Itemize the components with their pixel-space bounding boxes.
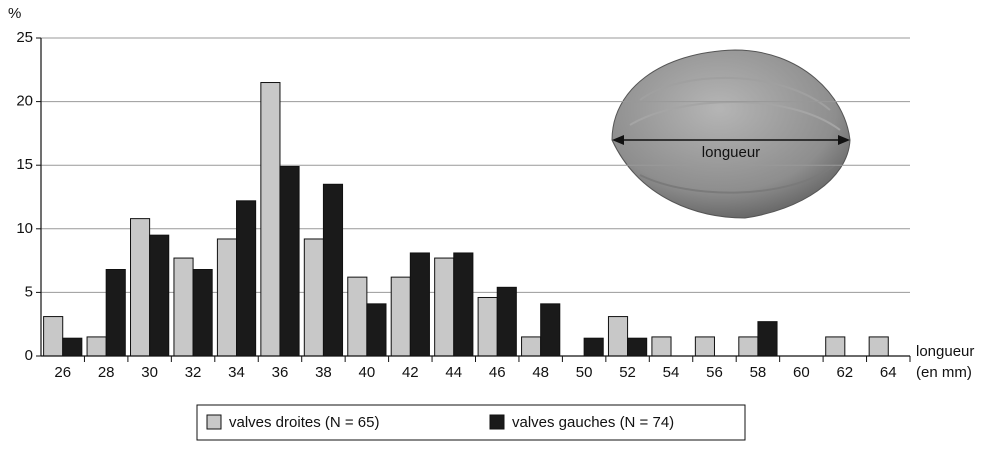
bar bbox=[348, 277, 367, 356]
x-tick-label: 58 bbox=[750, 364, 767, 381]
x-tick-label: 42 bbox=[402, 364, 419, 381]
bar bbox=[695, 337, 714, 356]
bar bbox=[44, 317, 63, 356]
y-tick-label: 0 bbox=[25, 347, 33, 364]
x-tick-label: 52 bbox=[619, 364, 636, 381]
x-tick-label: 28 bbox=[98, 364, 115, 381]
bar bbox=[106, 270, 125, 356]
bar bbox=[280, 166, 299, 356]
y-tick-label: 15 bbox=[16, 156, 33, 173]
bar bbox=[497, 287, 516, 356]
bar bbox=[193, 270, 212, 356]
legend-label: valves gauches (N = 74) bbox=[512, 414, 674, 431]
x-axis-unit: (en mm) bbox=[916, 364, 972, 381]
y-tick-label: 5 bbox=[25, 283, 33, 300]
legend-label: valves droites (N = 65) bbox=[229, 414, 379, 431]
y-tick-label: 10 bbox=[16, 220, 33, 237]
bar bbox=[261, 83, 280, 356]
bar bbox=[174, 258, 193, 356]
bar bbox=[758, 322, 777, 356]
x-tick-label: 50 bbox=[576, 364, 593, 381]
x-axis-label: longueur bbox=[916, 343, 974, 360]
bar bbox=[522, 337, 541, 356]
bar bbox=[304, 239, 323, 356]
x-tick-label: 36 bbox=[272, 364, 289, 381]
bar bbox=[87, 337, 106, 356]
bar bbox=[367, 304, 386, 356]
x-tick-label: 30 bbox=[141, 364, 158, 381]
bar bbox=[478, 297, 497, 356]
x-tick-label: 26 bbox=[54, 364, 71, 381]
legend-swatch bbox=[207, 415, 221, 429]
bar bbox=[410, 253, 429, 356]
bar bbox=[237, 201, 256, 356]
legend-swatch bbox=[490, 415, 504, 429]
bar bbox=[739, 337, 758, 356]
bar bbox=[323, 184, 342, 356]
bar bbox=[217, 239, 236, 356]
x-tick-label: 46 bbox=[489, 364, 506, 381]
bar bbox=[584, 338, 603, 356]
bar bbox=[541, 304, 560, 356]
x-tick-label: 32 bbox=[185, 364, 202, 381]
x-tick-label: 62 bbox=[836, 364, 853, 381]
clam-image bbox=[612, 50, 850, 218]
bar bbox=[131, 219, 150, 356]
y-tick-label: 20 bbox=[16, 93, 33, 110]
x-tick-label: 48 bbox=[532, 364, 549, 381]
bar bbox=[150, 235, 169, 356]
bar bbox=[628, 338, 647, 356]
bar bbox=[869, 337, 888, 356]
bar bbox=[608, 317, 627, 356]
chart: % longueur (en mm) longueur 0 5 10 15 20 25 26… bbox=[0, 0, 995, 446]
x-tick-label: 44 bbox=[445, 364, 462, 381]
x-tick-label: 56 bbox=[706, 364, 723, 381]
bar bbox=[454, 253, 473, 356]
x-tick-label: 54 bbox=[663, 364, 680, 381]
x-tick-label: 38 bbox=[315, 364, 332, 381]
x-tick-label: 34 bbox=[228, 364, 245, 381]
bar bbox=[63, 338, 82, 356]
y-tick-label: 25 bbox=[16, 29, 33, 46]
bar bbox=[652, 337, 671, 356]
x-tick-label: 60 bbox=[793, 364, 810, 381]
bar bbox=[435, 258, 454, 356]
x-tick-label: 40 bbox=[359, 364, 376, 381]
y-axis-label: % bbox=[8, 5, 21, 22]
bar bbox=[826, 337, 845, 356]
x-tick-label: 64 bbox=[880, 364, 897, 381]
bar bbox=[391, 277, 410, 356]
annotation: longueur bbox=[702, 144, 760, 161]
